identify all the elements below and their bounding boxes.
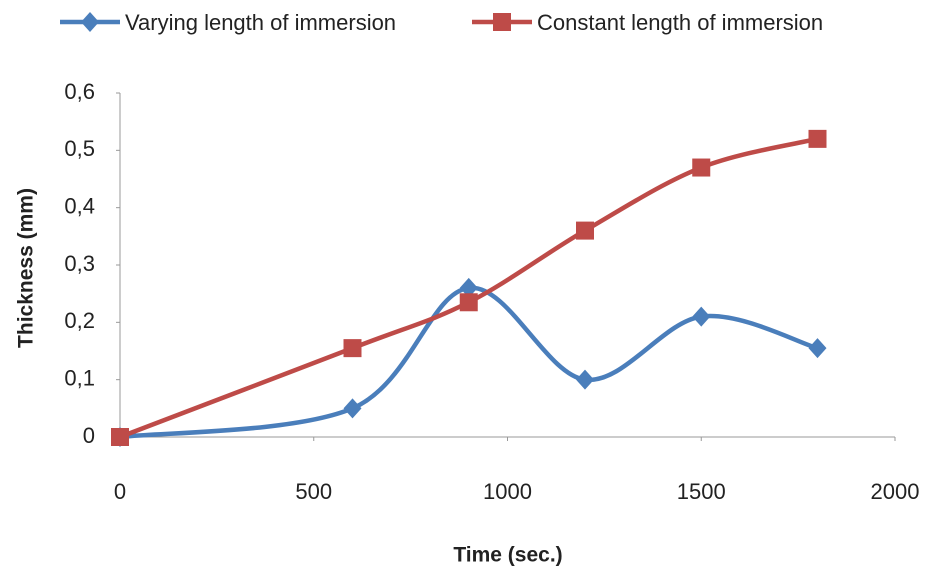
legend-marker [493,13,511,31]
x-axis-title: Time (sec.) [453,544,562,567]
x-tick-label: 2000 [871,479,920,504]
x-tick-label: 500 [295,479,332,504]
data-point [459,277,478,298]
y-tick-label: 0,2 [64,308,95,333]
y-axis-title: Thickness (mm) [15,188,38,348]
legend-label: Constant length of immersion [537,10,823,35]
data-point [692,158,711,177]
legend-label: Varying length of immersion [125,10,396,35]
y-tick-label: 0,1 [64,365,95,390]
y-tick-label: 0,3 [64,251,95,276]
data-point [111,428,129,446]
data-point [576,221,594,240]
data-point [808,338,827,359]
legend-marker [81,12,99,32]
data-point [459,293,478,312]
data-point [343,339,362,358]
y-tick-label: 0,6 [64,79,95,104]
y-tick-label: 0 [83,423,95,448]
y-tick-label: 0,5 [64,136,95,161]
x-tick-label: 1000 [483,479,532,504]
x-tick-label: 1500 [677,479,726,504]
data-point [576,369,594,390]
data-point [343,398,362,419]
data-point [692,306,711,327]
data-point [808,129,827,148]
y-tick-label: 0,4 [64,193,95,218]
x-tick-label: 0 [114,479,126,504]
